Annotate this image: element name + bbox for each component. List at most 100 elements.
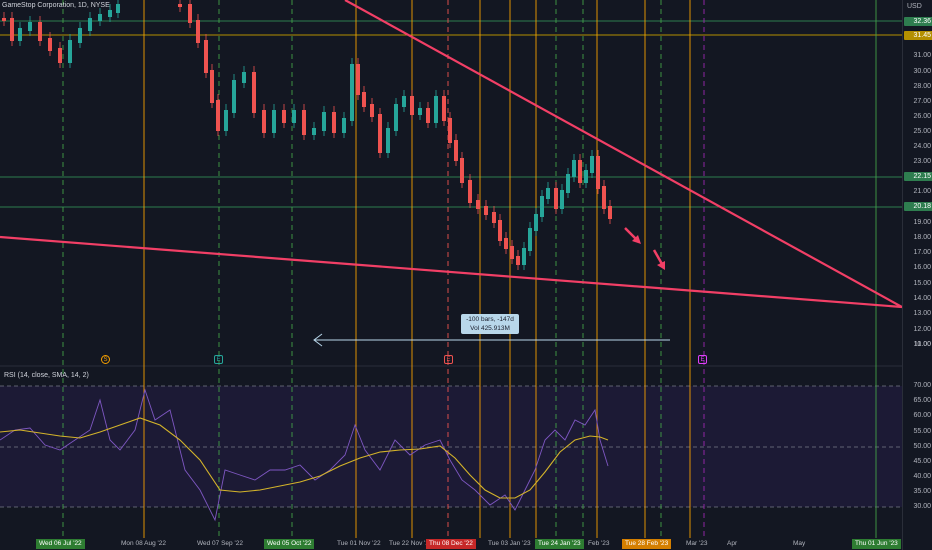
price-tick: 18.00 <box>913 234 931 241</box>
candle-body <box>410 96 414 115</box>
price-tag-22-15: 22.15 <box>904 172 932 181</box>
event-marker-earnings-1[interactable]: E <box>214 355 223 364</box>
descending-trendline-upper[interactable] <box>344 0 902 308</box>
candlestick-series <box>2 0 612 270</box>
rsi-panel-background <box>0 386 902 507</box>
price-tag-31-45: 31.45 <box>904 31 932 40</box>
price-tick: 27.00 <box>913 98 931 105</box>
candle-body <box>504 238 508 249</box>
time-axis-label: Tue 28 Feb '23 <box>622 539 672 549</box>
currency-label: USD <box>907 3 922 10</box>
rsi-tick: 70.00 <box>913 382 931 389</box>
candle-body <box>98 14 102 21</box>
candle-body <box>394 104 398 131</box>
candle-body <box>178 4 182 7</box>
time-axis-label: Apr <box>727 540 738 547</box>
price-tick: 10.00 <box>913 341 931 348</box>
candle-body <box>302 110 306 135</box>
time-axis-label: Feb '23 <box>588 540 610 547</box>
candle-body <box>402 96 406 107</box>
price-tick: 25.00 <box>913 128 931 135</box>
symbol-legend[interactable]: GameStop Corporation, 1D, NYSE <box>2 2 110 9</box>
price-tick: 17.00 <box>913 249 931 256</box>
rsi-legend[interactable]: RSI (14, close, SMA, 14, 2) <box>4 372 89 379</box>
candle-body <box>2 18 6 21</box>
time-axis-label: Wed 05 Oct '22 <box>264 539 315 549</box>
candle-body <box>204 40 208 73</box>
vertical-time-lines <box>62 0 877 538</box>
rsi-tick: 35.00 <box>913 488 931 495</box>
measure-tooltip[interactable]: -100 bars, -147d Vol 425.913M <box>461 314 519 334</box>
candle-body <box>232 80 236 113</box>
candle-body <box>108 10 112 17</box>
time-axis-label: Wed 06 Jul '22 <box>36 539 85 549</box>
price-tag-32-36: 32.36 <box>904 17 932 26</box>
candle-body <box>10 18 14 41</box>
candle-body <box>350 64 354 121</box>
candle-body <box>342 118 346 133</box>
candle-body <box>560 190 564 209</box>
price-tick: 13.00 <box>913 310 931 317</box>
candle-body <box>292 110 296 123</box>
time-axis-label: Tue 01 Nov '22 <box>337 540 381 547</box>
time-axis-label: Tue 22 Nov '22 <box>389 540 433 547</box>
candle-body <box>484 206 488 215</box>
descending-trendline-lower[interactable] <box>0 235 902 309</box>
price-tick: 14.00 <box>913 295 931 302</box>
candle-body <box>522 248 526 265</box>
candle-body <box>554 188 558 209</box>
rsi-tick: 60.00 <box>913 412 931 419</box>
candle-body <box>426 108 430 123</box>
candle-body <box>188 4 192 23</box>
event-marker-earnings-2[interactable]: E <box>444 355 453 364</box>
candle-body <box>516 256 520 265</box>
candle-body <box>540 196 544 217</box>
candle-body <box>534 214 538 231</box>
event-marker-split[interactable]: S <box>101 355 110 364</box>
candle-body <box>216 100 220 131</box>
date-range-measure-line[interactable] <box>313 333 670 347</box>
chart-canvas[interactable] <box>0 0 902 538</box>
candle-body <box>448 118 452 143</box>
price-axis[interactable]: USD 31.00 30.00 28.00 27.00 26.00 25.00 24.00 2… <box>902 0 932 550</box>
candle-body <box>116 4 120 13</box>
price-tick: 21.00 <box>913 188 931 195</box>
candle-body <box>528 228 532 251</box>
event-marker-earnings-3[interactable]: E <box>698 355 707 364</box>
time-axis-label: Thu 08 Dec '22 <box>426 539 476 549</box>
candle-body <box>282 110 286 123</box>
projection-arrow-2[interactable] <box>652 249 665 270</box>
candle-body <box>262 110 266 133</box>
candle-body <box>362 92 366 107</box>
price-tick: 30.00 <box>913 68 931 75</box>
candle-body <box>272 110 276 133</box>
projection-arrow-1[interactable] <box>624 227 641 244</box>
price-tick: 28.00 <box>913 83 931 90</box>
rsi-line <box>0 388 609 522</box>
candle-body <box>386 128 390 153</box>
chart-area[interactable]: GameStop Corporation, 1D, NYSE RSI (14, … <box>0 0 902 550</box>
rsi-tick: 40.00 <box>913 473 931 480</box>
candle-body <box>242 72 246 83</box>
price-tick: 16.00 <box>913 264 931 271</box>
time-axis[interactable]: Wed 06 Jul '22 Mon 08 Aug '22 Wed 07 Sep '… <box>0 538 902 550</box>
time-axis-label: Wed 07 Sep '22 <box>197 540 243 547</box>
candle-body <box>48 38 52 51</box>
measure-bars-label: -100 bars, -147d <box>466 316 514 323</box>
candle-body <box>418 108 422 115</box>
candle-body <box>596 156 600 189</box>
candle-body <box>460 158 464 183</box>
candle-body <box>332 112 336 133</box>
price-tag-20-18: 20.18 <box>904 202 932 211</box>
candle-body <box>38 22 42 41</box>
time-axis-label: May <box>793 540 806 547</box>
time-axis-label: Tue 24 Jan '23 <box>535 539 584 549</box>
candle-body <box>196 20 200 43</box>
rsi-ma-line <box>0 417 609 499</box>
candle-body <box>608 206 612 219</box>
candle-body <box>434 96 438 123</box>
time-axis-label: Tue 03 Jan '23 <box>488 540 531 547</box>
candle-body <box>454 140 458 161</box>
candle-body <box>578 160 582 183</box>
candle-body <box>58 48 62 63</box>
